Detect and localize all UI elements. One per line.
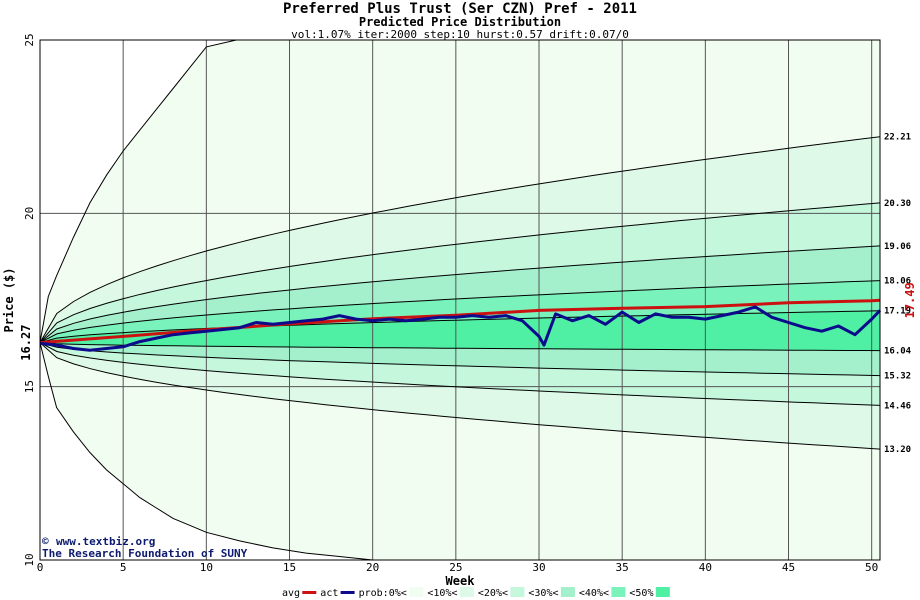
band-50 — [40, 310, 880, 351]
legend: avg act prob:0%< <10%< <20%< <30%< <40%< <50% — [282, 587, 670, 599]
credit: © www.textbiz.org The Research Foundatio… — [42, 535, 248, 560]
x-tick-label: 0 — [37, 561, 44, 574]
band-end-label: 19.06 — [884, 242, 911, 252]
series-avg — [39, 298, 881, 345]
band-end-label: 16.04 — [884, 347, 912, 357]
band-boundary-line — [39, 245, 881, 343]
copyright-icon: © — [42, 535, 49, 548]
band-end-label: 20.30 — [884, 199, 911, 209]
legend-swatch-act — [340, 591, 355, 594]
x-tick-label: 25 — [449, 561, 462, 574]
chart-title: Preferred Plus Trust (Ser CZN) Pref - 20… — [283, 1, 637, 17]
band-boundary-line — [39, 342, 881, 352]
credit-org: The Research Foundation of SUNY — [42, 547, 248, 560]
band-outlines — [39, 39, 881, 561]
envelope-upper-line — [39, 39, 237, 343]
legend-label: prob:0%< — [359, 588, 407, 599]
band-end-label: 15.32 — [884, 372, 911, 382]
y-tick-label: 20 — [23, 207, 36, 220]
x-tick-label: 45 — [782, 561, 795, 574]
legend-swatch-band — [560, 587, 575, 597]
y-axis-ticks: 10 15 20 25 — [23, 33, 36, 566]
band-boundary-line — [39, 310, 881, 344]
credit-site: www.textbiz.org — [56, 535, 155, 548]
start-price-label: 16.27 — [19, 325, 33, 361]
x-tick-label: 5 — [120, 561, 127, 574]
x-tick-label: 35 — [616, 561, 629, 574]
band-boundary-line — [39, 136, 881, 343]
legend-swatch-band — [611, 587, 626, 597]
x-tick-label: 40 — [699, 561, 712, 574]
band-end-labels: 22.21 20.30 19.06 18.06 17.19 16.04 15.32 14.46… — [884, 133, 912, 455]
series-lines — [39, 298, 882, 352]
x-tick-label: 20 — [366, 561, 379, 574]
legend-label: act — [320, 588, 338, 599]
chart-params: vol:1.07% iter:2000 step:10 hurst:0.57 d… — [291, 28, 629, 41]
y-axis-label: Price ($) — [2, 267, 16, 332]
x-tick-label: 50 — [865, 561, 878, 574]
band-boundary-line — [39, 280, 881, 344]
band-end-label: 14.46 — [884, 401, 911, 411]
band-boundary-line — [39, 202, 881, 343]
x-axis-ticks: 0 5 10 15 20 25 30 35 40 45 50 — [37, 561, 879, 574]
legend-label: <10%< — [427, 588, 457, 599]
legend-swatch-avg — [302, 591, 317, 594]
band-end-label: 22.21 — [884, 133, 911, 143]
legend-label: <50% — [629, 588, 653, 599]
band-boundary-line — [39, 342, 881, 377]
y-tick-label: 25 — [23, 33, 36, 46]
plot-border — [39, 39, 881, 561]
legend-swatch-band — [510, 587, 525, 597]
legend-label: <40%< — [579, 588, 609, 599]
band-boundary-line — [39, 342, 881, 450]
x-tick-label: 10 — [200, 561, 213, 574]
legend-swatch-band — [409, 587, 424, 597]
legend-swatch-band — [655, 587, 670, 597]
band-end-label: 13.20 — [884, 445, 911, 455]
legend-label: <20%< — [478, 588, 508, 599]
x-axis-label: Week — [446, 574, 476, 588]
current-price-label: 17.49 — [903, 282, 917, 318]
chart-subtitle: Predicted Price Distribution — [359, 15, 561, 29]
legend-label: avg — [282, 588, 300, 599]
legend-swatch-band — [459, 587, 474, 597]
band-end-label: 17.19 — [884, 307, 911, 317]
series-act — [39, 305, 882, 352]
probability-bands — [40, 40, 880, 560]
x-tick-label: 15 — [283, 561, 296, 574]
band-end-label: 18.06 — [884, 277, 911, 287]
envelope-lower-line — [39, 342, 373, 561]
y-tick-label: 15 — [23, 380, 36, 393]
band-boundary-line — [39, 342, 881, 406]
legend-label: <30%< — [528, 588, 558, 599]
y-tick-label: 10 — [23, 553, 36, 566]
x-tick-label: 30 — [532, 561, 545, 574]
